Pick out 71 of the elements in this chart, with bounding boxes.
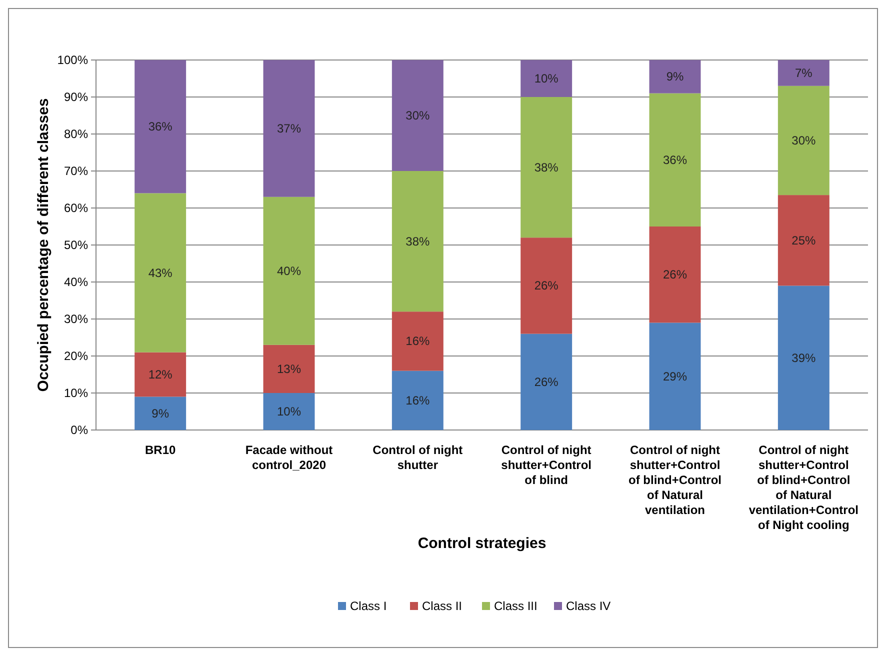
data-label: 25% bbox=[792, 233, 816, 248]
y-tick-label: 0% bbox=[70, 423, 88, 437]
x-tick-label: Control of night shutter bbox=[372, 443, 463, 472]
legend-label: Class IV bbox=[566, 599, 611, 613]
data-label: 16% bbox=[406, 393, 430, 408]
y-tick-label: 100% bbox=[57, 53, 88, 67]
y-tick-label: 30% bbox=[64, 312, 88, 326]
y-tick-label: 80% bbox=[64, 127, 88, 141]
bar bbox=[649, 93, 701, 226]
bar bbox=[263, 60, 315, 197]
bar bbox=[520, 334, 572, 430]
bar bbox=[263, 393, 315, 430]
bar bbox=[134, 396, 186, 430]
x-axis-title: Control strategies bbox=[418, 535, 546, 552]
bar bbox=[263, 196, 315, 345]
bar bbox=[134, 193, 186, 352]
data-label: 40% bbox=[276, 264, 302, 278]
y-tick-label: 20% bbox=[64, 349, 88, 363]
bar bbox=[649, 60, 701, 94]
y-tick-label: 70% bbox=[64, 164, 88, 178]
data-label: 38% bbox=[534, 160, 559, 174]
bar bbox=[392, 370, 444, 430]
y-tick-label: 90% bbox=[64, 90, 88, 104]
bar bbox=[134, 60, 186, 194]
bar bbox=[778, 286, 830, 430]
x-tick-label: Control of night shutter+Control of blind+Control of Natural ventilation+Control of Night cooling bbox=[748, 443, 859, 532]
y-tick-label: 10% bbox=[64, 386, 88, 400]
bar bbox=[263, 344, 315, 393]
legend-label: Class II bbox=[422, 599, 462, 613]
x-tick-label: BR10 bbox=[144, 443, 176, 457]
data-label: 26% bbox=[534, 374, 559, 389]
x-tick-label: Facade without control_2020 bbox=[245, 443, 333, 472]
data-label: 16% bbox=[406, 334, 430, 348]
data-label: 26% bbox=[534, 278, 559, 293]
bar bbox=[649, 226, 701, 323]
bar bbox=[649, 322, 701, 430]
x-tick-label: Control of night shutter+Control of blind+Control of Natural ventilation bbox=[628, 443, 722, 517]
data-label: 7% bbox=[794, 66, 813, 80]
data-label: 36% bbox=[148, 120, 173, 134]
bar bbox=[520, 97, 572, 238]
data-label: 39% bbox=[792, 350, 816, 365]
data-label: 30% bbox=[406, 108, 430, 122]
data-label: 10% bbox=[276, 404, 302, 418]
bar bbox=[778, 195, 830, 286]
data-label: 30% bbox=[792, 133, 816, 148]
data-label: 12% bbox=[148, 368, 173, 382]
data-label: 36% bbox=[662, 152, 688, 167]
bar bbox=[392, 171, 444, 312]
bar bbox=[392, 60, 444, 171]
data-label: 10% bbox=[534, 72, 559, 86]
x-tick-label: Control of night shutter+Control of blind bbox=[501, 443, 592, 487]
data-label: 43% bbox=[148, 266, 173, 280]
legend-label: Class III bbox=[494, 599, 538, 613]
data-label: 13% bbox=[276, 362, 302, 376]
y-tick-label: 40% bbox=[64, 275, 88, 289]
y-tick-label: 50% bbox=[64, 238, 88, 252]
data-label: 9% bbox=[666, 70, 684, 84]
data-label: 29% bbox=[662, 369, 688, 384]
bar bbox=[520, 238, 572, 334]
bar bbox=[778, 86, 830, 196]
data-label: 9% bbox=[152, 406, 170, 420]
bar bbox=[520, 60, 572, 97]
legend-label: Class I bbox=[350, 599, 387, 613]
bar bbox=[134, 352, 186, 397]
data-label: 26% bbox=[662, 268, 688, 282]
y-tick-label: 60% bbox=[64, 201, 88, 215]
bar bbox=[392, 312, 444, 371]
data-label: 38% bbox=[406, 234, 430, 248]
bar bbox=[778, 60, 830, 86]
data-label: 37% bbox=[276, 121, 302, 136]
y-axis-title: Occupied percentage of different classes bbox=[35, 98, 52, 392]
